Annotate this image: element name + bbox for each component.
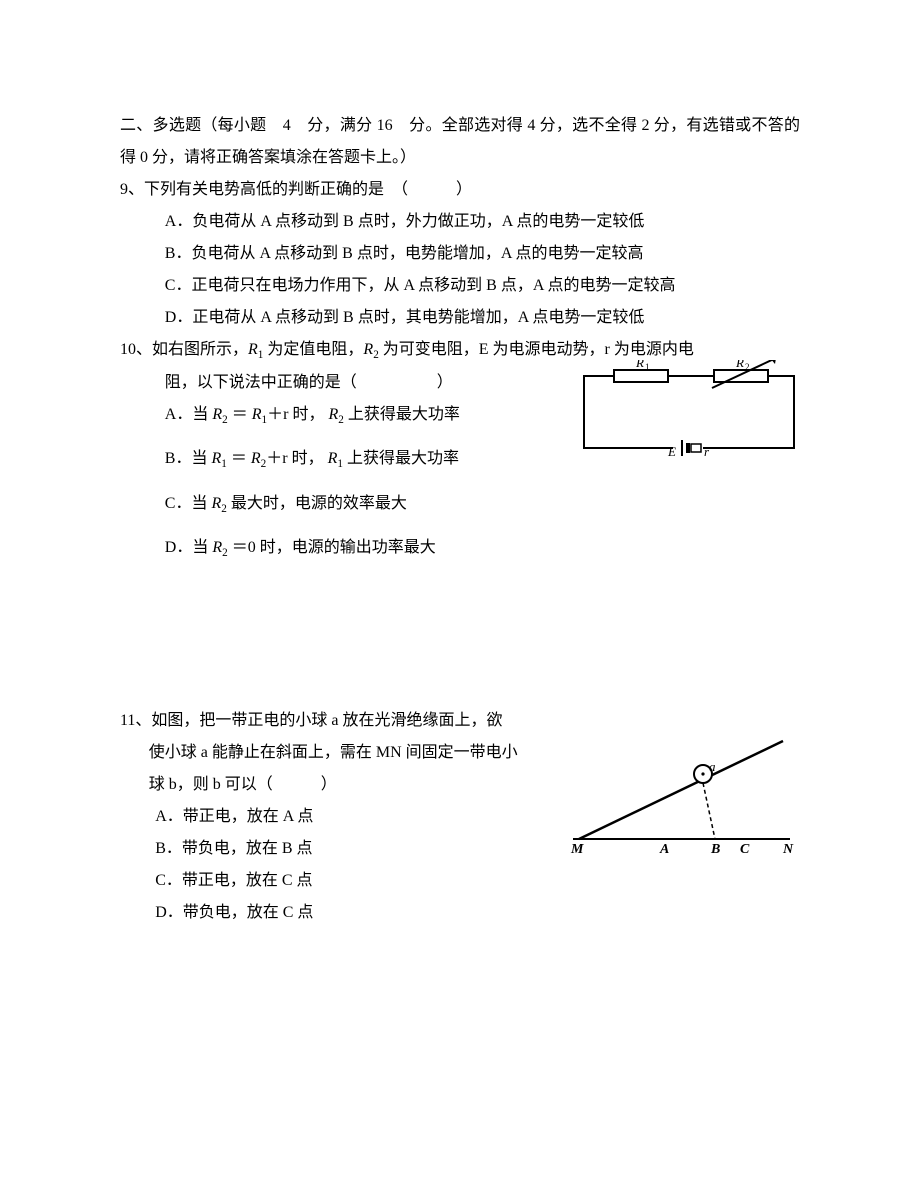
q11-stem-l3: 球 b，则 b 可以（ ） (120, 769, 570, 801)
var-r2: R (251, 450, 261, 467)
label-n: N (782, 842, 794, 857)
label-r1-sub: 1 (645, 362, 650, 372)
q10-c-t2: 最大时，电源的效率最大 (231, 495, 407, 512)
q10-b-t1: B．当 (165, 450, 208, 467)
slope-figure: a M A B C N (565, 727, 800, 867)
q11-option-d: D．带负电，放在 C 点 (155, 897, 800, 929)
var-r2: R (212, 406, 222, 423)
q10-a-t2: 时， (292, 406, 324, 423)
q9-options: A．负电荷从 A 点移动到 B 点时，外力做正功，A 点的电势一定较低 B．负电… (120, 206, 800, 334)
q10-option-c: C．当 R2 最大时，电源的效率最大 (165, 488, 800, 521)
q10-stem-p3: 为可变电阻，E 为电源电动势，r 为电源内电 (383, 341, 694, 358)
label-b-pt: B (710, 842, 720, 857)
q9-stem: 9、下列有关电势高低的判断正确的是 （ ） (120, 174, 800, 206)
q10-b-t3: 上获得最大功率 (347, 450, 459, 467)
q10-d-t1: D．当 (165, 539, 209, 556)
q9-option-d: D．正电荷从 A 点移动到 B 点时，其电势能增加，A 点电势一定较低 (165, 302, 800, 334)
q10-d-t2: ＝0 时，电源的输出功率最大 (232, 539, 436, 556)
q10-c-t1: C．当 (165, 495, 208, 512)
var-r2: R (212, 539, 222, 556)
var-r1: R (211, 450, 221, 467)
label-c-pt: C (740, 842, 750, 857)
q10-b-t2: 时， (292, 450, 324, 467)
q11-stem-l2: 使小球 a 能静止在斜面上，需在 MN 间固定一带电小 (120, 737, 570, 769)
q9-option-b: B．负电荷从 A 点移动到 B 点时，电势能增加，A 点的电势一定较高 (165, 238, 800, 270)
var-r2: R (328, 406, 338, 423)
label-a: a (709, 759, 716, 774)
label-r2: R (735, 360, 744, 370)
q11-block: 11、如图，把一带正电的小球 a 放在光滑绝缘面上，欲 使小球 a 能静止在斜面… (120, 705, 800, 929)
q10-option-d: D．当 R2 ＝0 时，电源的输出功率最大 (165, 532, 800, 565)
circuit-figure: R 1 R 2 E r (578, 360, 800, 460)
q10-block: 10、如右图所示，R1 为定值电阻，R2 为可变电阻，E 为电源电动势，r 为电… (120, 334, 800, 565)
q10-a-t3: 上获得最大功率 (348, 406, 460, 423)
label-r1: R (635, 360, 644, 370)
var-r1: R (328, 450, 338, 467)
var-r2: R (211, 495, 221, 512)
q10-stem-p2: 为定值电阻， (267, 341, 363, 358)
label-r-internal: r (704, 444, 710, 459)
var-r1: R (252, 406, 262, 423)
q11-option-c: C．带正电，放在 C 点 (155, 865, 800, 897)
q9-option-a: A．负电荷从 A 点移动到 B 点时，外力做正功，A 点的电势一定较低 (165, 206, 800, 238)
q10-a-t1: A．当 (165, 406, 209, 423)
q9-option-c: C．正电荷只在电场力作用下，从 A 点移动到 B 点，A 点的电势一定较高 (165, 270, 800, 302)
q11-stem-l1: 11、如图，把一带正电的小球 a 放在光滑绝缘面上，欲 (120, 705, 570, 737)
var-r1: R (248, 341, 258, 358)
q10-stem-p1: 10、如右图所示， (120, 341, 248, 358)
label-e: E (667, 444, 676, 459)
label-m: M (570, 842, 584, 857)
var-r2: R (363, 341, 373, 358)
label-a-pt: A (659, 842, 669, 857)
section-header: 二、多选题（每小题 4 分，满分 16 分。全部选对得 4 分，选不全得 2 分… (120, 110, 800, 174)
